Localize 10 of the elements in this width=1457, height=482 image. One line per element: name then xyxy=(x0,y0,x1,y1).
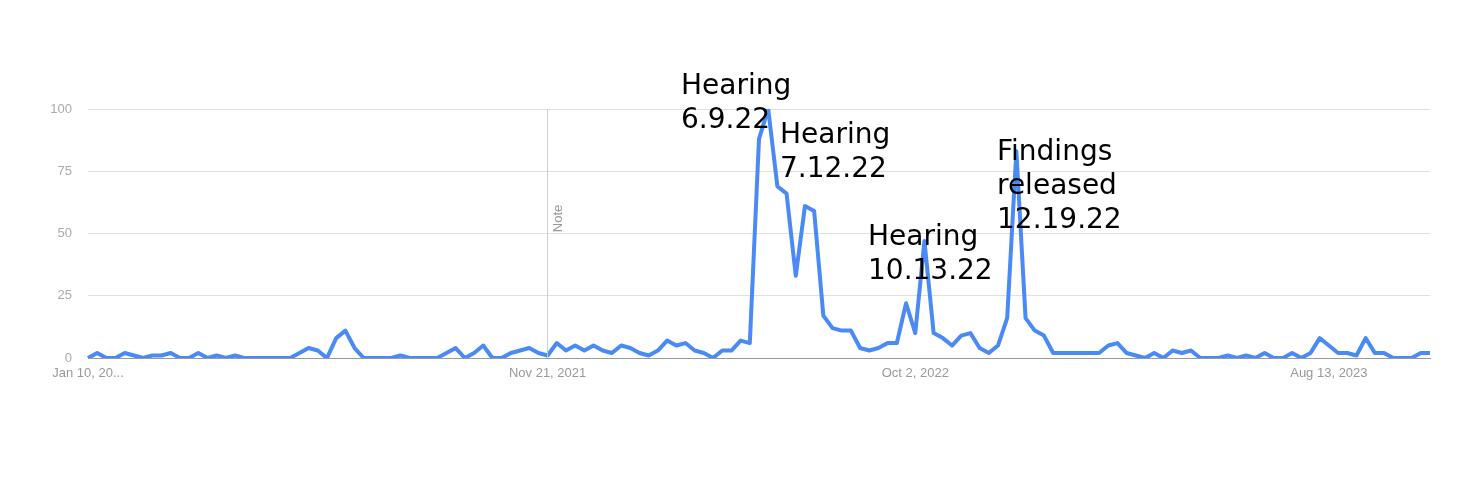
y-tick-label: 50 xyxy=(57,225,72,241)
y-tick-label: 100 xyxy=(50,100,72,116)
x-tick-label: Jan 10, 20... xyxy=(52,365,124,381)
x-tick-label: Aug 13, 2023 xyxy=(1290,365,1368,381)
x-tick-label: Nov 21, 2021 xyxy=(508,365,587,381)
ref-line-label: Note xyxy=(550,204,566,233)
y-tick-label: 75 xyxy=(57,162,72,178)
y-tick-label: 25 xyxy=(57,287,72,303)
y-tick-label: 0 xyxy=(64,349,72,365)
x-tick-label: Oct 2, 2022 xyxy=(881,365,949,381)
